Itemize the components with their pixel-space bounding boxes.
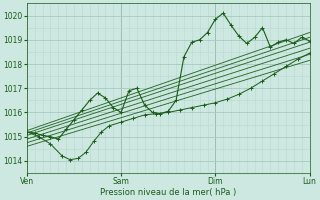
X-axis label: Pression niveau de la mer( hPa ): Pression niveau de la mer( hPa )	[100, 188, 236, 197]
